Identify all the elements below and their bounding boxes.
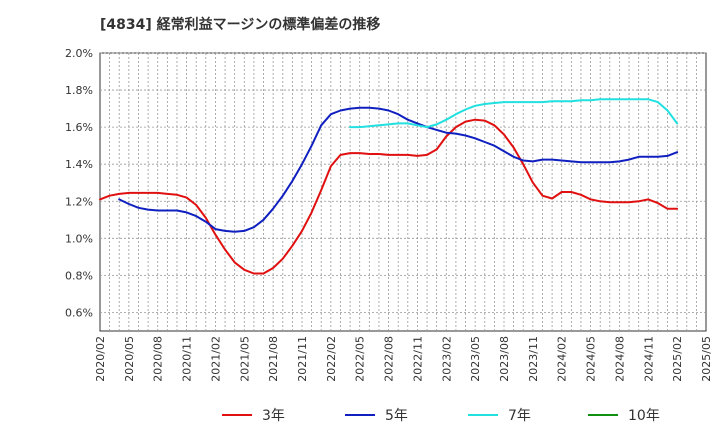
x-tick-label: 2022/02 [325,336,338,382]
y-tick-label: 1.4% [65,158,93,171]
x-tick-label: 2025/05 [700,336,713,382]
x-tick-label: 2023/08 [498,336,511,382]
x-tick-label: 2021/05 [238,336,251,382]
x-tick-label: 2025/02 [671,336,684,382]
legend-label: 3年 [262,408,285,424]
x-tick-label: 2020/02 [94,336,107,382]
x-tick-label: 2024/11 [642,336,655,382]
legend: 3年 5年 7年 10年 [222,408,660,424]
series-line-0 [99,118,679,275]
x-tick-label: 2020/08 [152,336,165,382]
legend-label: 10年 [628,408,660,424]
x-tick-label: 2022/11 [411,336,424,382]
x-tick-label: 2020/05 [123,336,136,382]
series-line-1 [118,106,679,233]
x-tick-label: 2023/05 [469,336,482,382]
y-tick-label: 1.8% [65,84,93,97]
legend-label: 5年 [385,408,408,424]
x-tick-label: 2024/02 [556,336,569,382]
series-layer [99,98,679,275]
x-tick-label: 2024/08 [613,336,626,382]
y-tick-label: 2.0% [65,47,93,60]
y-tick-label: 1.2% [65,195,93,208]
x-tick-label: 2024/05 [585,336,598,382]
legend-label: 7年 [508,408,531,424]
y-tick-label: 1.6% [65,121,93,134]
x-axis-ticks: 2020/02 2020/05 2020/08 2020/11 2021/02 2021/… [94,336,713,382]
y-tick-label: 1.0% [65,232,93,245]
y-tick-label: 0.8% [65,269,93,282]
x-tick-label: 2023/11 [527,336,540,382]
x-tick-label: 2021/11 [296,336,309,382]
y-axis-ticks: 0.6% 0.8% 1.0% 1.2% 1.4% 1.6% 1.8% 2.0% [65,47,93,319]
x-tick-label: 2021/02 [209,336,222,382]
x-tick-label: 2021/08 [267,336,280,382]
x-tick-label: 2020/11 [181,336,194,382]
x-tick-label: 2022/05 [354,336,367,382]
chart-title: [4834] 経常利益マージンの標準偏差の推移 [100,16,380,33]
series-line-2 [349,98,679,129]
x-tick-label: 2023/02 [440,336,453,382]
x-tick-label: 2022/08 [383,336,396,382]
y-tick-label: 0.6% [65,306,93,319]
plot-area [99,52,707,332]
